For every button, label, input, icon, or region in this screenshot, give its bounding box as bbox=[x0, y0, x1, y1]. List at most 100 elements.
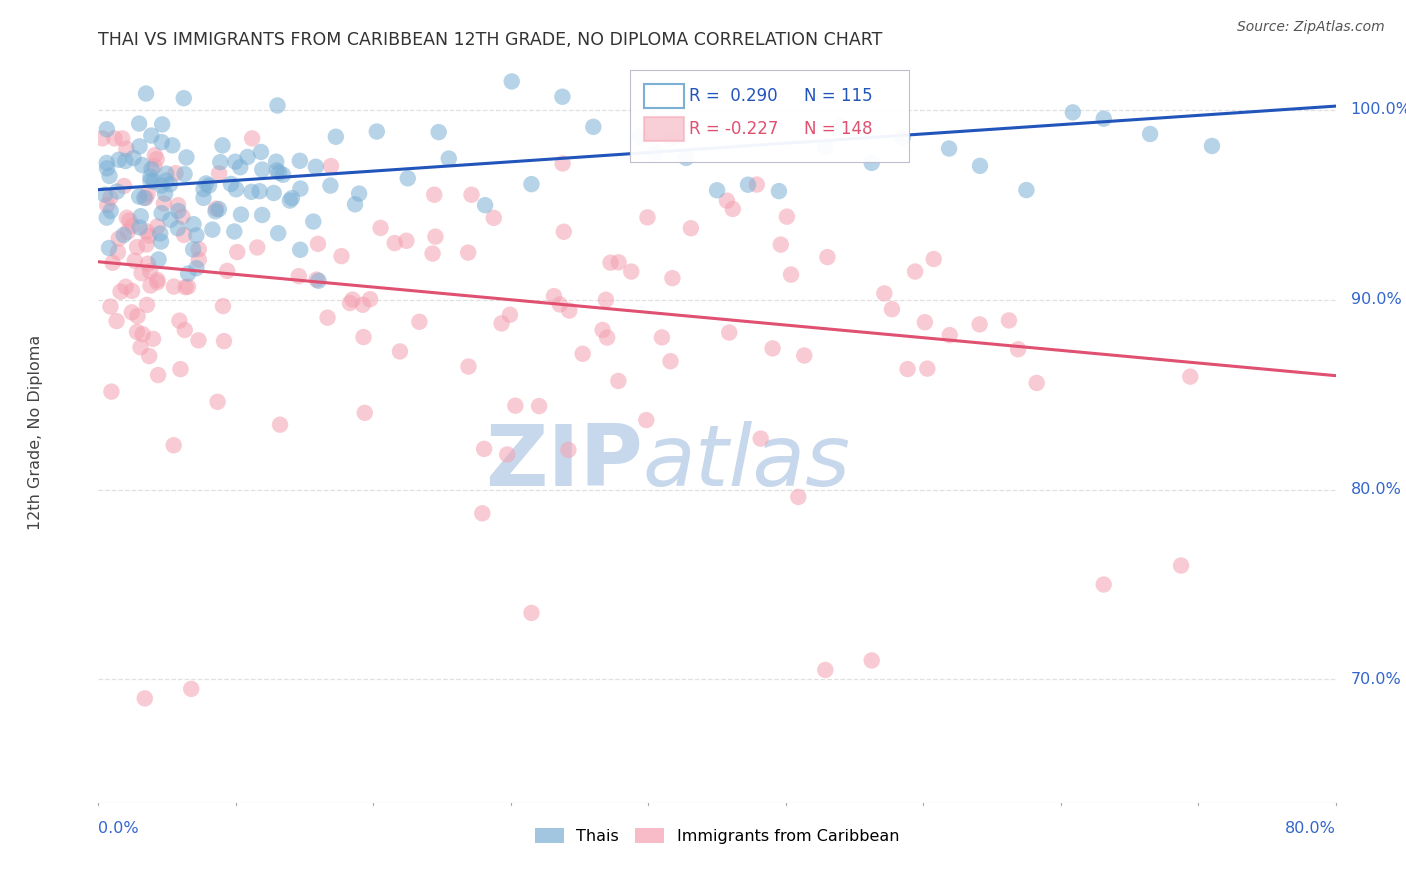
Point bbox=[121, 305, 143, 319]
Point bbox=[169, 314, 191, 328]
Point bbox=[880, 302, 903, 317]
Point bbox=[115, 142, 138, 156]
Point bbox=[737, 178, 759, 192]
Point bbox=[100, 300, 122, 314]
Point bbox=[769, 237, 792, 252]
Point bbox=[186, 261, 208, 276]
Point bbox=[1007, 343, 1029, 357]
Point bbox=[250, 208, 273, 222]
Point bbox=[131, 266, 153, 280]
Point bbox=[107, 245, 129, 260]
Point bbox=[142, 332, 165, 346]
Point bbox=[103, 131, 125, 145]
Point bbox=[110, 285, 132, 299]
Point bbox=[749, 432, 772, 446]
Point bbox=[114, 280, 136, 294]
Point bbox=[636, 211, 658, 225]
Point bbox=[143, 148, 166, 162]
Point bbox=[136, 186, 159, 201]
Point bbox=[173, 323, 195, 337]
Point bbox=[163, 438, 186, 452]
Point bbox=[177, 279, 200, 293]
Point bbox=[281, 191, 304, 205]
Point bbox=[186, 228, 208, 243]
Point bbox=[897, 362, 920, 376]
Point bbox=[149, 227, 172, 241]
Point bbox=[115, 211, 138, 225]
Point bbox=[278, 194, 301, 208]
Point bbox=[128, 189, 150, 203]
Point bbox=[571, 347, 593, 361]
Point bbox=[240, 185, 263, 199]
Point bbox=[543, 289, 565, 303]
Point bbox=[240, 131, 263, 145]
Point bbox=[482, 211, 505, 225]
Point bbox=[408, 315, 430, 329]
Point bbox=[1139, 127, 1161, 141]
Point bbox=[150, 178, 173, 193]
Point bbox=[1170, 558, 1192, 573]
Point bbox=[768, 184, 790, 198]
Point bbox=[159, 212, 181, 227]
Point bbox=[112, 227, 135, 242]
Text: 90.0%: 90.0% bbox=[1351, 293, 1402, 307]
Point bbox=[98, 241, 121, 255]
Point bbox=[96, 156, 118, 170]
Point bbox=[146, 219, 169, 234]
Point bbox=[163, 279, 186, 293]
Point bbox=[150, 117, 173, 131]
Point bbox=[370, 221, 392, 235]
Point bbox=[873, 286, 896, 301]
Point bbox=[290, 181, 312, 195]
Point bbox=[219, 177, 242, 191]
Point bbox=[246, 240, 269, 254]
Point bbox=[155, 173, 177, 187]
Point bbox=[1015, 183, 1038, 197]
Point bbox=[592, 323, 614, 337]
Point bbox=[98, 169, 121, 183]
Point bbox=[229, 161, 252, 175]
Point bbox=[187, 242, 209, 256]
Point bbox=[288, 269, 311, 284]
Point bbox=[302, 214, 325, 228]
Point bbox=[388, 344, 411, 359]
Point bbox=[194, 177, 217, 191]
Point bbox=[264, 154, 287, 169]
Point bbox=[135, 224, 157, 238]
Point bbox=[815, 250, 838, 264]
Point bbox=[94, 187, 117, 202]
Point bbox=[423, 187, 446, 202]
Point bbox=[138, 228, 160, 243]
Point bbox=[425, 229, 447, 244]
Point bbox=[212, 299, 235, 313]
Point bbox=[307, 236, 329, 251]
Legend: Thais, Immigrants from Caribbean: Thais, Immigrants from Caribbean bbox=[529, 822, 905, 850]
Text: R =  0.290: R = 0.290 bbox=[689, 87, 778, 104]
Point bbox=[107, 232, 129, 246]
Point bbox=[100, 203, 122, 218]
Text: Source: ZipAtlas.com: Source: ZipAtlas.com bbox=[1237, 20, 1385, 34]
Point bbox=[105, 314, 128, 328]
Point bbox=[599, 255, 621, 269]
Point bbox=[162, 138, 184, 153]
Point bbox=[761, 342, 783, 356]
Point bbox=[491, 317, 513, 331]
Point bbox=[150, 206, 173, 220]
Point bbox=[146, 368, 169, 382]
Point bbox=[174, 280, 197, 294]
Point bbox=[207, 394, 229, 409]
Point bbox=[860, 156, 883, 170]
Point bbox=[212, 334, 235, 348]
FancyBboxPatch shape bbox=[644, 84, 683, 108]
Point bbox=[250, 145, 273, 159]
Point bbox=[969, 318, 991, 332]
Point bbox=[721, 202, 744, 216]
Point bbox=[224, 154, 246, 169]
Point bbox=[143, 159, 166, 173]
Point bbox=[131, 327, 153, 342]
Point bbox=[177, 267, 200, 281]
Point bbox=[716, 194, 738, 208]
Point bbox=[527, 399, 550, 413]
Point bbox=[938, 328, 960, 343]
Point bbox=[167, 198, 190, 212]
